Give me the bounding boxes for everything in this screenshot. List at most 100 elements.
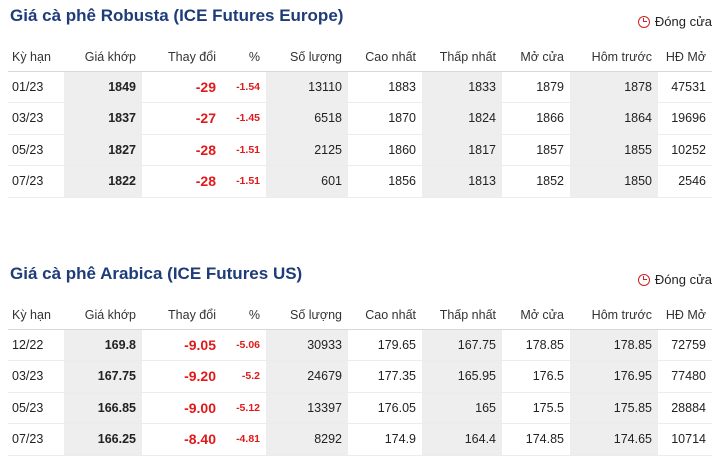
cell-change: -9.20 [142,360,222,393]
header-open: Mở cửa [502,302,570,330]
cell-term: 12/22 [8,329,64,361]
cell-open: 1879 [502,71,570,103]
cell-open: 176.5 [502,360,570,393]
cell-match-price: 1822 [64,165,142,198]
cell-term: 07/23 [8,165,64,198]
robusta-price-table: Kỳ hạn Giá khớp Thay đổi% Số lượng Cao nhất T… [8,44,712,198]
cell-high: 176.05 [348,392,422,424]
cell-open: 1857 [502,134,570,166]
cell-low: 165 [422,392,502,424]
cell-term: 03/23 [8,102,64,135]
cell-volume: 24679 [266,360,348,393]
cell-open-interest: 77480 [658,360,712,393]
header-high: Cao nhất [348,44,422,72]
cell-previous: 175.85 [570,392,658,424]
cell-previous: 1850 [570,165,658,198]
cell-change-percent: -4.81 [222,423,266,456]
robusta-title: Giá cà phê Robusta (ICE Futures Europe) [10,6,344,25]
cell-volume: 8292 [266,423,348,456]
arabica-title: Giá cà phê Arabica (ICE Futures US) [10,264,303,283]
cell-change: -27 [142,102,222,135]
cell-change-percent: -5.06 [222,329,266,361]
cell-open: 175.5 [502,392,570,424]
cell-change-percent: -1.54 [222,71,266,103]
header-high: Cao nhất [348,302,422,330]
cell-change-percent: -1.51 [222,165,266,198]
header-change: Thay đổi [142,44,222,72]
header-term: Kỳ hạn [8,302,64,330]
cell-term: 01/23 [8,71,64,103]
cell-match-price: 1827 [64,134,142,166]
cell-high: 177.35 [348,360,422,393]
table-row: 07/23 1822 -28 -1.51 601 1856 1813 1852 1850 2546 [8,165,712,198]
cell-open-interest: 19696 [658,102,712,135]
clock-icon [637,273,650,286]
cell-low: 1817 [422,134,502,166]
cell-open-interest: 28884 [658,392,712,424]
cell-match-price: 1849 [64,71,142,103]
cell-low: 1833 [422,71,502,103]
cell-high: 179.65 [348,329,422,361]
cell-open-interest: 10714 [658,423,712,456]
cell-change: -8.40 [142,423,222,456]
cell-volume: 13397 [266,392,348,424]
cell-open: 1852 [502,165,570,198]
cell-previous: 174.65 [570,423,658,456]
arabica-status-label: Đóng cửa [654,272,712,287]
cell-match-price: 1837 [64,102,142,135]
table-row: 12/22 169.8 -9.05 -5.06 30933 179.65 167.75 178… [8,329,712,361]
cell-previous: 1855 [570,134,658,166]
clock-icon [637,15,650,28]
cell-previous: 1864 [570,102,658,135]
cell-high: 1883 [348,71,422,103]
header-previous: Hôm trước [570,44,658,72]
cell-low: 167.75 [422,329,502,361]
cell-term: 05/23 [8,134,64,166]
table-row: 03/23 167.75 -9.20 -5.2 24679 177.35 165.95 176… [8,360,712,393]
table-row: 03/23 1837 -27 -1.45 6518 1870 1824 1866 1864 196… [8,102,712,135]
cell-change-percent: -5.2 [222,360,266,393]
cell-high: 1856 [348,165,422,198]
cell-change-percent: -5.12 [222,392,266,424]
header-low: Thấp nhất [422,302,502,330]
header-open-interest: HĐ Mở [658,302,712,330]
cell-term: 07/23 [8,423,64,456]
cell-open-interest: 10252 [658,134,712,166]
cell-low: 1824 [422,102,502,135]
cell-previous: 1878 [570,71,658,103]
cell-volume: 6518 [266,102,348,135]
cell-open: 174.85 [502,423,570,456]
cell-open-interest: 47531 [658,71,712,103]
cell-volume: 2125 [266,134,348,166]
header-open: Mở cửa [502,44,570,72]
header-low: Thấp nhất [422,44,502,72]
cell-volume: 30933 [266,329,348,361]
arabica-price-table: Kỳ hạn Giá khớp Thay đổi% Số lượng Cao nhất T… [8,302,712,456]
cell-change: -9.05 [142,329,222,361]
cell-term: 03/23 [8,360,64,393]
cell-open-interest: 2546 [658,165,712,198]
cell-low: 165.95 [422,360,502,393]
cell-previous: 178.85 [570,329,658,361]
header-volume: Số lượng [266,302,348,330]
cell-volume: 13110 [266,71,348,103]
cell-high: 174.9 [348,423,422,456]
cell-volume: 601 [266,165,348,198]
cell-term: 05/23 [8,392,64,424]
cell-low: 1813 [422,165,502,198]
cell-change: -29 [142,71,222,103]
header-volume: Số lượng [266,44,348,72]
arabica-market-status: Đóng cửa [637,272,712,287]
header-match-price: Giá khớp [64,44,142,72]
cell-open: 178.85 [502,329,570,361]
header-term: Kỳ hạn [8,44,64,72]
cell-change: -28 [142,134,222,166]
cell-match-price: 166.85 [64,392,142,424]
cell-match-price: 166.25 [64,423,142,456]
table-row: 07/23 166.25 -8.40 -4.81 8292 174.9 164.4 174.8… [8,423,712,456]
header-open-interest: HĐ Mở [658,44,712,72]
cell-open-interest: 72759 [658,329,712,361]
table-row: 05/23 166.85 -9.00 -5.12 13397 176.05 165 175.5… [8,392,712,424]
cell-change: -9.00 [142,392,222,424]
header-match-price: Giá khớp [64,302,142,330]
